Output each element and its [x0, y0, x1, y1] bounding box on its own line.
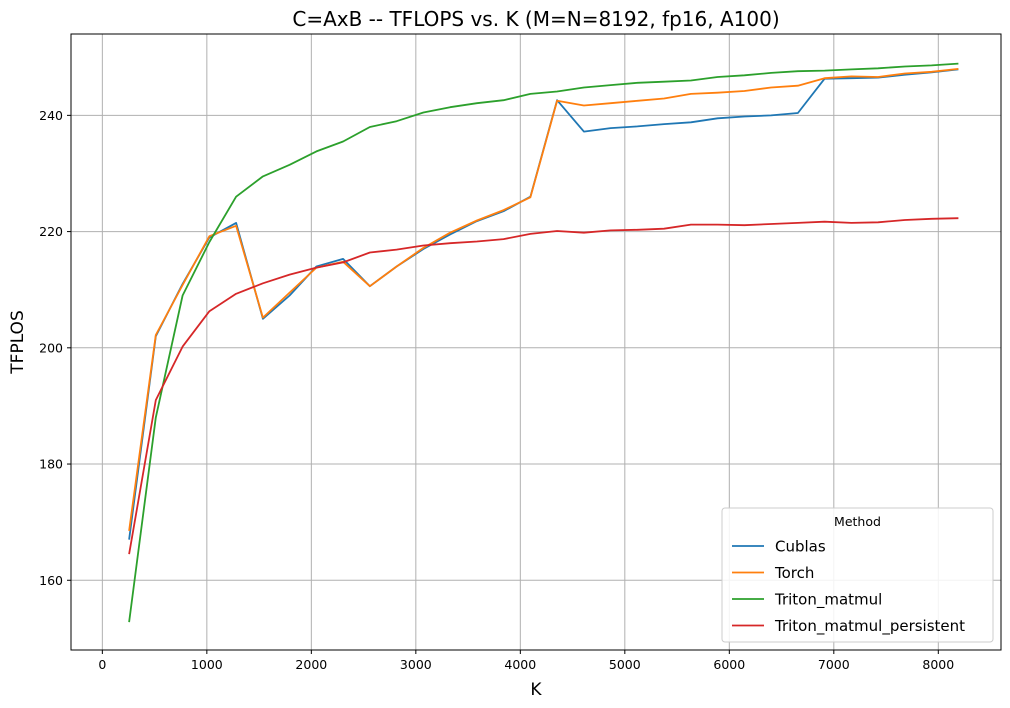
series-line-triton-matmul: [128, 62, 959, 623]
y-tick-label: 240: [39, 108, 63, 123]
y-tick-label: 200: [39, 340, 63, 355]
x-tick-label: 2000: [295, 657, 327, 672]
y-tick-label: 180: [39, 457, 63, 472]
x-tick-label: 1000: [191, 657, 223, 672]
legend-label: Torch: [774, 564, 814, 582]
chart-title: C=AxB -- TFLOPS vs. K (M=N=8192, fp16, A…: [292, 7, 779, 31]
y-tick-label: 160: [39, 573, 63, 588]
legend-title: Method: [834, 514, 881, 529]
series-group: [128, 62, 959, 623]
legend-label: Triton_matmul_persistent: [774, 617, 965, 636]
y-axis-ticks: 160 180 200 220 240: [39, 108, 71, 588]
x-tick-label: 0: [98, 657, 106, 672]
grid: [71, 34, 1001, 650]
x-tick-label: 6000: [713, 657, 745, 672]
x-tick-label: 8000: [922, 657, 954, 672]
series-line-torch: [128, 68, 959, 532]
legend-box: [721, 507, 994, 643]
x-tick-label: 5000: [609, 657, 641, 672]
legend-label: Cublas: [775, 538, 826, 556]
y-tick-label: 220: [39, 224, 63, 239]
legend-label: Triton_matmul: [774, 591, 882, 610]
x-tick-label: 7000: [818, 657, 850, 672]
x-tick-label: 3000: [400, 657, 432, 672]
x-tick-label: 4000: [504, 657, 536, 672]
y-axis-label: TFPLOS: [8, 310, 28, 374]
x-axis-ticks: 0 1000 2000 3000 4000 5000 6000 7000 8000: [98, 650, 954, 672]
plot-frame: [70, 33, 1002, 651]
x-axis-label: K: [530, 680, 542, 700]
legend: Method Cublas Torch Triton_matmul Triton_mat…: [721, 507, 994, 643]
series-line-triton-matmul-persistent: [128, 217, 959, 555]
